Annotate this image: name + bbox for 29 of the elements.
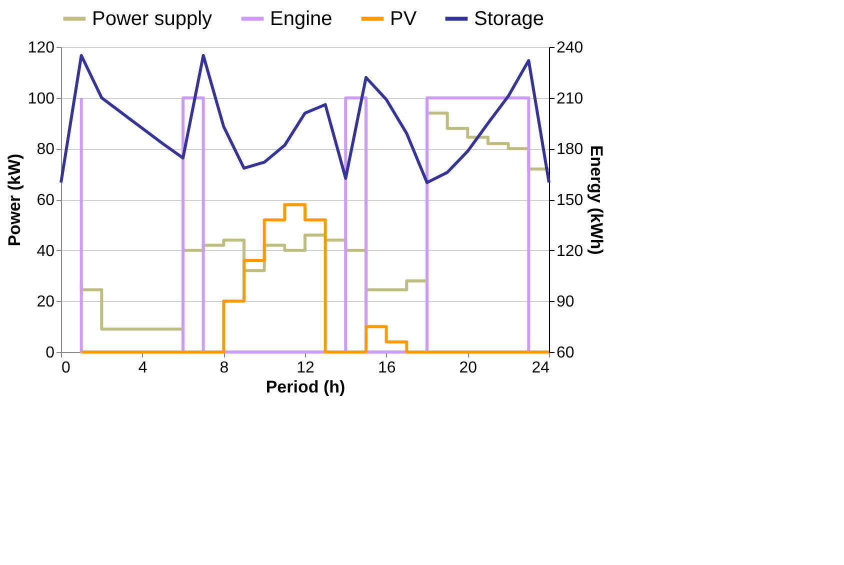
y2-tick-label: 240 [556, 40, 584, 56]
y-tick-label: 80 [36, 141, 55, 158]
y-tick-label: 0 [46, 344, 55, 362]
legend-label: PV [390, 8, 418, 30]
x-tick-label: 8 [220, 360, 229, 376]
x-tick-label: 12 [296, 360, 314, 376]
y2-tick-label: 90 [556, 294, 574, 311]
legend-label: Power supply [92, 8, 212, 30]
y-tick-label: 60 [36, 192, 55, 209]
x-tick-label: 24 [532, 360, 550, 376]
x-tick-label: 16 [378, 360, 396, 376]
y2-tick-label: 180 [556, 141, 584, 158]
x-tick-label: 20 [459, 360, 478, 376]
legend-label: Engine [270, 8, 332, 30]
y-tick-label: 120 [28, 40, 55, 56]
y-tick-label: 100 [28, 90, 55, 108]
y2-tick-label: 120 [556, 242, 584, 260]
y-tick-label: 20 [36, 294, 55, 311]
y2-tick-label: 60 [556, 344, 574, 362]
y-tick-label: 40 [36, 242, 55, 260]
x-tick-label: 4 [138, 360, 148, 376]
x-tick-label: 0 [62, 360, 70, 376]
line-series [60, 54, 550, 184]
y-axis-title: Power (kW) [4, 154, 24, 246]
y2-tick-label: 150 [556, 192, 584, 209]
y2-axis-title: Energy (kWh) [587, 145, 606, 255]
x-axis-title: Period (h) [266, 378, 346, 396]
legend-label: Storage [474, 8, 544, 30]
y2-tick-label: 210 [556, 90, 584, 108]
